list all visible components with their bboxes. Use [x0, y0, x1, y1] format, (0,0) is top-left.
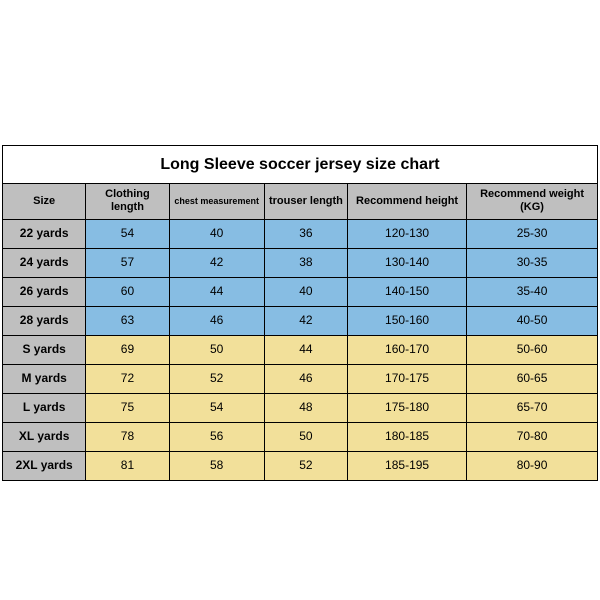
- cell: 75: [86, 393, 169, 422]
- cell-size: 24 yards: [3, 248, 86, 277]
- cell: 130-140: [348, 248, 467, 277]
- table-title: Long Sleeve soccer jersey size chart: [3, 146, 598, 184]
- cell: 78: [86, 422, 169, 451]
- cell: 72: [86, 364, 169, 393]
- cell: 58: [169, 451, 264, 480]
- table-row: L yards 75 54 48 175-180 65-70: [3, 393, 598, 422]
- cell: 40: [264, 277, 347, 306]
- cell: 25-30: [467, 219, 598, 248]
- cell-size: 2XL yards: [3, 451, 86, 480]
- table-row: XL yards 78 56 50 180-185 70-80: [3, 422, 598, 451]
- cell: 120-130: [348, 219, 467, 248]
- cell: 60-65: [467, 364, 598, 393]
- cell: 50: [264, 422, 347, 451]
- cell: 40-50: [467, 306, 598, 335]
- cell: 44: [264, 335, 347, 364]
- cell-size: 22 yards: [3, 219, 86, 248]
- cell: 38: [264, 248, 347, 277]
- cell: 42: [169, 248, 264, 277]
- cell: 65-70: [467, 393, 598, 422]
- cell-size: L yards: [3, 393, 86, 422]
- cell: 30-35: [467, 248, 598, 277]
- header-row: Size Clothing length chest measurement t…: [3, 184, 598, 219]
- table-row: 26 yards 60 44 40 140-150 35-40: [3, 277, 598, 306]
- cell: 69: [86, 335, 169, 364]
- cell: 36: [264, 219, 347, 248]
- cell: 54: [86, 219, 169, 248]
- cell: 50: [169, 335, 264, 364]
- cell: 81: [86, 451, 169, 480]
- cell: 54: [169, 393, 264, 422]
- cell: 46: [169, 306, 264, 335]
- col-clothing-length: Clothing length: [86, 184, 169, 219]
- size-chart: Long Sleeve soccer jersey size chart Siz…: [2, 145, 598, 481]
- cell: 57: [86, 248, 169, 277]
- cell: 160-170: [348, 335, 467, 364]
- cell: 150-160: [348, 306, 467, 335]
- cell: 185-195: [348, 451, 467, 480]
- cell: 140-150: [348, 277, 467, 306]
- table-row: 2XL yards 81 58 52 185-195 80-90: [3, 451, 598, 480]
- cell-size: XL yards: [3, 422, 86, 451]
- table-row: 24 yards 57 42 38 130-140 30-35: [3, 248, 598, 277]
- cell: 48: [264, 393, 347, 422]
- cell: 60: [86, 277, 169, 306]
- cell: 46: [264, 364, 347, 393]
- cell: 63: [86, 306, 169, 335]
- cell-size: M yards: [3, 364, 86, 393]
- cell: 50-60: [467, 335, 598, 364]
- cell: 180-185: [348, 422, 467, 451]
- cell: 40: [169, 219, 264, 248]
- cell: 52: [264, 451, 347, 480]
- cell: 35-40: [467, 277, 598, 306]
- cell-size: 28 yards: [3, 306, 86, 335]
- cell: 80-90: [467, 451, 598, 480]
- size-chart-table: Long Sleeve soccer jersey size chart Siz…: [0, 145, 600, 481]
- cell: 175-180: [348, 393, 467, 422]
- col-rec-height: Recommend height: [348, 184, 467, 219]
- cell: 56: [169, 422, 264, 451]
- cell: 170-175: [348, 364, 467, 393]
- col-rec-weight: Recommend weight (KG): [467, 184, 598, 219]
- table-row: M yards 72 52 46 170-175 60-65: [3, 364, 598, 393]
- cell: 44: [169, 277, 264, 306]
- col-chest: chest measurement: [169, 184, 264, 219]
- cell: 52: [169, 364, 264, 393]
- title-row: Long Sleeve soccer jersey size chart: [3, 146, 598, 184]
- table-row: S yards 69 50 44 160-170 50-60: [3, 335, 598, 364]
- table-row: 22 yards 54 40 36 120-130 25-30: [3, 219, 598, 248]
- cell: 42: [264, 306, 347, 335]
- cell: 70-80: [467, 422, 598, 451]
- col-trouser-length: trouser length: [264, 184, 347, 219]
- cell-size: 26 yards: [3, 277, 86, 306]
- cell-size: S yards: [3, 335, 86, 364]
- col-size: Size: [3, 184, 86, 219]
- table-row: 28 yards 63 46 42 150-160 40-50: [3, 306, 598, 335]
